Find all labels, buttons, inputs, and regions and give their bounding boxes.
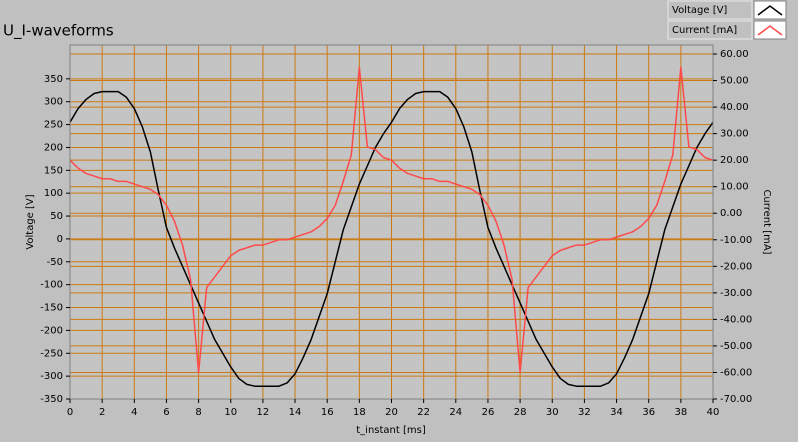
x-tick-label: 26 [482, 407, 495, 418]
y-tick-label: 150 [44, 165, 63, 176]
x-tick-label: 14 [289, 407, 302, 418]
x-tick-label: 20 [385, 407, 398, 418]
y-tick-label: -300 [40, 371, 63, 382]
x-tick-label: 16 [321, 407, 334, 418]
x-tick-label: 10 [224, 407, 237, 418]
legend-icon [757, 5, 783, 16]
y2-tick-label: 30.00 [720, 129, 749, 140]
y-tick-label: 100 [44, 188, 63, 199]
x-tick-label: 38 [674, 407, 687, 418]
x-tick-label: 4 [131, 407, 137, 418]
x-tick-label: 0 [67, 407, 73, 418]
x-tick-label: 32 [578, 407, 591, 418]
y-tick-label: -50 [47, 257, 63, 268]
y-tick-label: 300 [44, 97, 63, 108]
chart-title: U_I-waveforms [3, 22, 114, 41]
x-tick-label: 34 [610, 407, 623, 418]
series-line [69, 90, 714, 387]
x-tick-label: 40 [707, 407, 720, 418]
legend-entry-bg [667, 20, 753, 40]
y-tick-label: -100 [40, 280, 63, 291]
legend-icon [757, 25, 783, 36]
x-axis-label: t_instant [ms] [356, 425, 426, 436]
x-tick-label: 6 [163, 407, 169, 418]
legend: Voltage [V] Current [mA] [667, 0, 787, 40]
x-tick-label: 36 [642, 407, 655, 418]
grid [69, 45, 714, 400]
y2-tick-label: -60.00 [720, 367, 752, 378]
y2-tick-label: -30.00 [720, 288, 752, 299]
x-tick-label: 30 [546, 407, 559, 418]
y2-axis-label: Current [mA] [761, 189, 772, 254]
y-tick-label: 250 [44, 120, 63, 131]
y-tick-label: -250 [40, 348, 63, 359]
y2-tick-label: -20.00 [720, 261, 752, 272]
y-tick-label: -350 [40, 394, 63, 405]
y-tick-label: 50 [50, 211, 63, 222]
x-tick-label: 8 [195, 407, 201, 418]
y2-tick-label: 20.00 [720, 155, 749, 166]
legend-label: Voltage [V] [672, 5, 727, 16]
y2-tick-label: -40.00 [720, 314, 752, 325]
y-tick-label: -200 [40, 325, 63, 336]
y2-tick-label: 40.00 [720, 102, 749, 113]
legend-label: Current [mA] [672, 25, 737, 36]
x-tick-label: 2 [99, 407, 105, 418]
y-tick-label: 200 [44, 142, 63, 153]
y-tick-label: -150 [40, 303, 63, 314]
legend-entry-bg [667, 0, 753, 20]
y2-tick-label: 0.00 [720, 208, 742, 219]
x-tick-label: 12 [257, 407, 270, 418]
y2-tick-label: 60.00 [720, 49, 749, 60]
y-tick-label: 350 [44, 74, 63, 85]
x-tick-label: 28 [514, 407, 527, 418]
y-axis-label: Voltage [V] [25, 194, 36, 249]
legend-icon-box [753, 0, 787, 20]
x-tick-label: 18 [353, 407, 366, 418]
y2-tick-label: 10.00 [720, 182, 749, 193]
y2-tick-label: -50.00 [720, 341, 752, 352]
y2-tick-label: 50.00 [720, 76, 749, 87]
y2-tick-label: -70.00 [720, 394, 752, 405]
data [69, 66, 714, 387]
y2-tick-label: -10.00 [720, 235, 752, 246]
series-line [69, 66, 714, 374]
y-tick-label: 0 [57, 234, 63, 245]
legend-icon-box [753, 20, 787, 40]
x-tick-label: 24 [449, 407, 462, 418]
x-tick-label: 22 [417, 407, 430, 418]
